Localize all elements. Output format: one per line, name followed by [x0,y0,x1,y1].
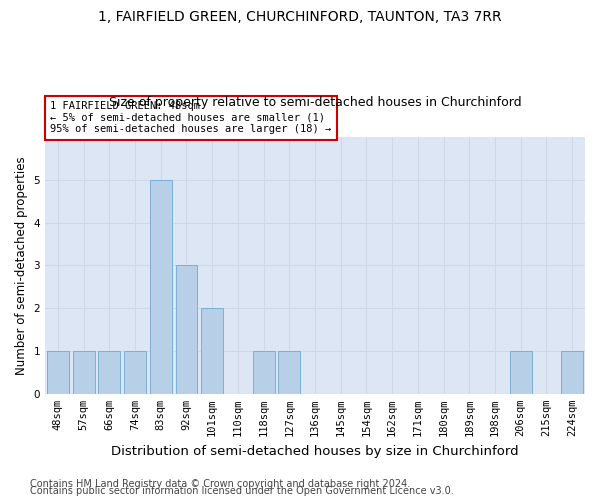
Y-axis label: Number of semi-detached properties: Number of semi-detached properties [15,156,28,374]
Text: 1, FAIRFIELD GREEN, CHURCHINFORD, TAUNTON, TA3 7RR: 1, FAIRFIELD GREEN, CHURCHINFORD, TAUNTO… [98,10,502,24]
Bar [150,180,172,394]
Bar [73,351,95,394]
Bar [176,266,197,394]
Bar [47,351,69,394]
Bar [561,351,583,394]
Bar [124,351,146,394]
X-axis label: Distribution of semi-detached houses by size in Churchinford: Distribution of semi-detached houses by … [111,444,519,458]
Bar [253,351,275,394]
Text: Contains public sector information licensed under the Open Government Licence v3: Contains public sector information licen… [30,486,454,496]
Bar [201,308,223,394]
Text: 1 FAIRFIELD GREEN: 48sqm
← 5% of semi-detached houses are smaller (1)
95% of sem: 1 FAIRFIELD GREEN: 48sqm ← 5% of semi-de… [50,102,332,134]
Title: Size of property relative to semi-detached houses in Churchinford: Size of property relative to semi-detach… [109,96,521,110]
Bar [510,351,532,394]
Bar [278,351,300,394]
Text: Contains HM Land Registry data © Crown copyright and database right 2024.: Contains HM Land Registry data © Crown c… [30,479,410,489]
Bar [98,351,120,394]
